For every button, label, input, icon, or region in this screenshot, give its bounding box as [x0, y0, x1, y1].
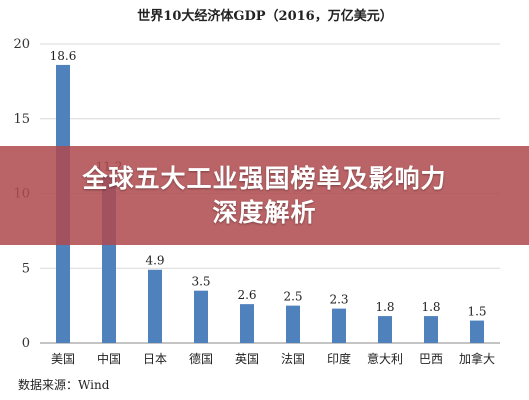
y-tick-label: 0: [22, 336, 30, 351]
data-label: 2.3: [329, 293, 348, 307]
x-tick-label: 加拿大: [459, 351, 495, 366]
y-tick-label: 15: [13, 112, 30, 127]
bar: [470, 320, 484, 343]
bar: [424, 316, 438, 343]
data-label: 1.5: [467, 305, 486, 319]
data-label: 4.9: [145, 254, 164, 268]
chart-title: 世界10大经济体GDP（2016，万亿美元）: [137, 8, 392, 24]
x-axis-ticks: 美国 中国 日本 德国 英国 法国 印度 意大利 巴西 加拿大: [51, 351, 495, 366]
x-tick-label: 法国: [281, 352, 305, 366]
x-tick-label: 日本: [143, 352, 167, 366]
data-labels: 18.611.24.93.52.62.52.31.81.81.5: [50, 49, 487, 319]
x-tick-label: 德国: [189, 351, 213, 366]
title-banner: [0, 146, 529, 245]
bar: [378, 316, 392, 343]
y-tick-label: 5: [22, 261, 30, 276]
x-tick-label: 美国: [51, 352, 75, 366]
banner-line-1: 全球五大工业强国榜单及影响力: [82, 164, 447, 193]
data-label: 1.8: [421, 300, 440, 314]
bar: [240, 304, 254, 343]
bar: [332, 308, 346, 343]
bar: [148, 269, 162, 343]
data-source: 数据来源：Wind: [18, 378, 110, 392]
data-label: 1.8: [375, 300, 394, 314]
x-tick-label: 英国: [235, 352, 259, 366]
data-label: 2.5: [283, 290, 302, 304]
x-tick-label: 印度: [327, 351, 351, 366]
bar: [286, 305, 300, 343]
x-tick-label: 中国: [97, 351, 121, 366]
data-label: 3.5: [191, 275, 210, 289]
y-tick-label: 20: [13, 37, 30, 52]
banner-line-2: 深度解析: [212, 198, 317, 227]
data-label: 2.6: [237, 288, 256, 302]
x-tick-label: 巴西: [419, 352, 443, 366]
x-tick-label: 意大利: [367, 351, 403, 366]
banner-text: 全球五大工业强国榜单及影响力 深度解析: [0, 162, 529, 230]
data-label: 18.6: [50, 49, 77, 63]
bar: [194, 290, 208, 343]
